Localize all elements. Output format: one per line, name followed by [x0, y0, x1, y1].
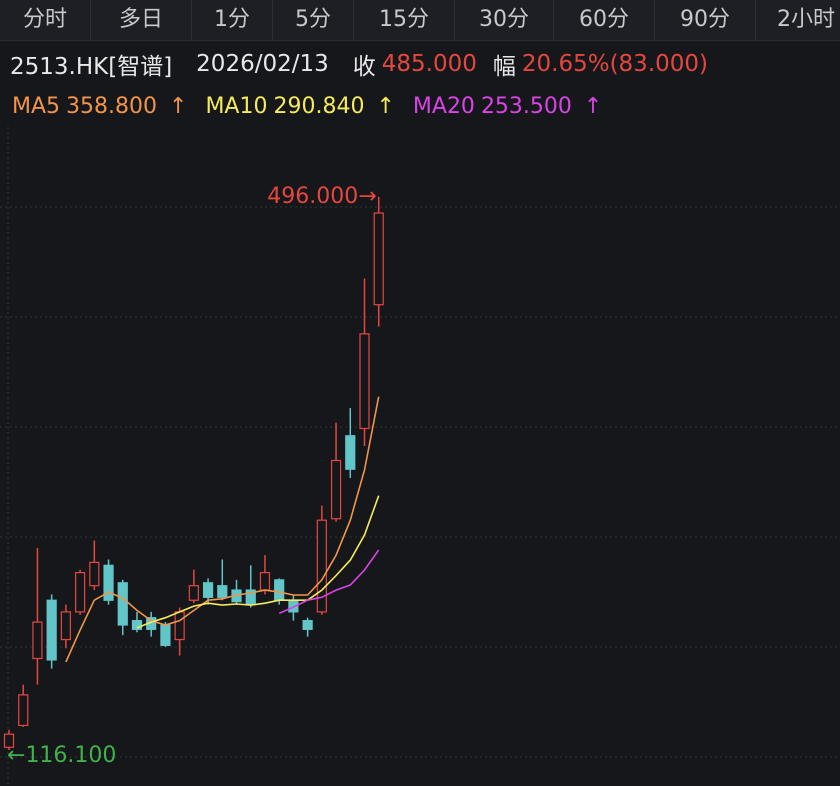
min-label: ←116.100 — [7, 743, 116, 768]
max-arrow: → — [358, 184, 376, 209]
ma-line — [278, 549, 380, 615]
candle-body — [302, 620, 313, 630]
tab[interactable]: 5分 — [273, 0, 354, 40]
tab[interactable]: 1分 — [192, 0, 273, 40]
tab[interactable]: 多日 — [91, 0, 192, 40]
ma-line — [65, 396, 380, 663]
max-label: 496.000→ — [267, 184, 376, 209]
legend-arrow: ↑ — [169, 94, 187, 119]
candle-body — [259, 571, 271, 591]
date: 2026/02/13 — [196, 51, 329, 77]
close-value: 485.000 — [381, 51, 477, 77]
candle-body — [117, 582, 128, 626]
tab[interactable]: 90分 — [655, 0, 756, 40]
candle-body — [274, 579, 285, 601]
candle-body — [359, 333, 370, 430]
candle-body — [131, 620, 143, 630]
ma-line — [136, 495, 380, 629]
candle-body — [217, 585, 228, 598]
legend-name: MA20 — [413, 94, 475, 119]
legend-value: 253.500 — [481, 94, 572, 119]
change-label: 幅 — [492, 54, 516, 80]
candle-body — [316, 519, 327, 613]
tab-bar: 分时 多日 1分 5分 15分 30分 60分 90分 2小时 — [0, 0, 840, 41]
legend: MA5 358.800 ↑ MA10 290.840 ↑ MA20 253.500 ↑ — [12, 94, 602, 119]
tab[interactable]: 60分 — [554, 0, 655, 40]
candle-body — [174, 611, 185, 641]
legend-arrow: ↑ — [376, 94, 394, 119]
max-value: 496.000 — [267, 184, 358, 209]
legend-arrow: ↑ — [584, 94, 602, 119]
tab[interactable]: 2小时 — [756, 0, 840, 40]
info-bar: 2513.HK[智谱] 2026/02/13 收 485.000 幅 20.65… — [0, 41, 840, 87]
min-arrow: ← — [7, 743, 25, 768]
close-label: 收 — [352, 54, 376, 80]
candle-body — [89, 561, 100, 587]
min-value: 116.100 — [25, 743, 116, 768]
candle-body — [160, 624, 171, 646]
tab[interactable]: 15分 — [354, 0, 455, 40]
candle-body — [373, 212, 384, 306]
candle-body — [32, 621, 43, 660]
candle-body — [60, 611, 71, 641]
legend-value: 290.840 — [273, 94, 364, 119]
change-value: 20.65%(83.000) — [521, 51, 708, 77]
legend-value: 358.800 — [66, 94, 157, 119]
candle-body — [345, 435, 356, 470]
candle-body — [188, 585, 199, 601]
candle-body — [3, 733, 15, 748]
tab[interactable]: 分时 — [0, 0, 91, 40]
tab[interactable]: 30分 — [455, 0, 554, 40]
candle-body — [46, 599, 57, 661]
grid — [0, 127, 840, 786]
candle-body — [74, 571, 86, 613]
candle-body — [202, 582, 214, 598]
symbol: 2513.HK[智谱] — [10, 54, 173, 80]
chart: MA5 358.800 ↑ MA10 290.840 ↑ MA20 253.500 ↑ 496.0… — [0, 94, 840, 786]
legend-name: MA5 — [12, 94, 60, 119]
legend-name: MA10 — [205, 94, 267, 119]
candle-body — [330, 459, 342, 520]
candle-body — [18, 694, 29, 727]
candle-body — [103, 564, 114, 601]
